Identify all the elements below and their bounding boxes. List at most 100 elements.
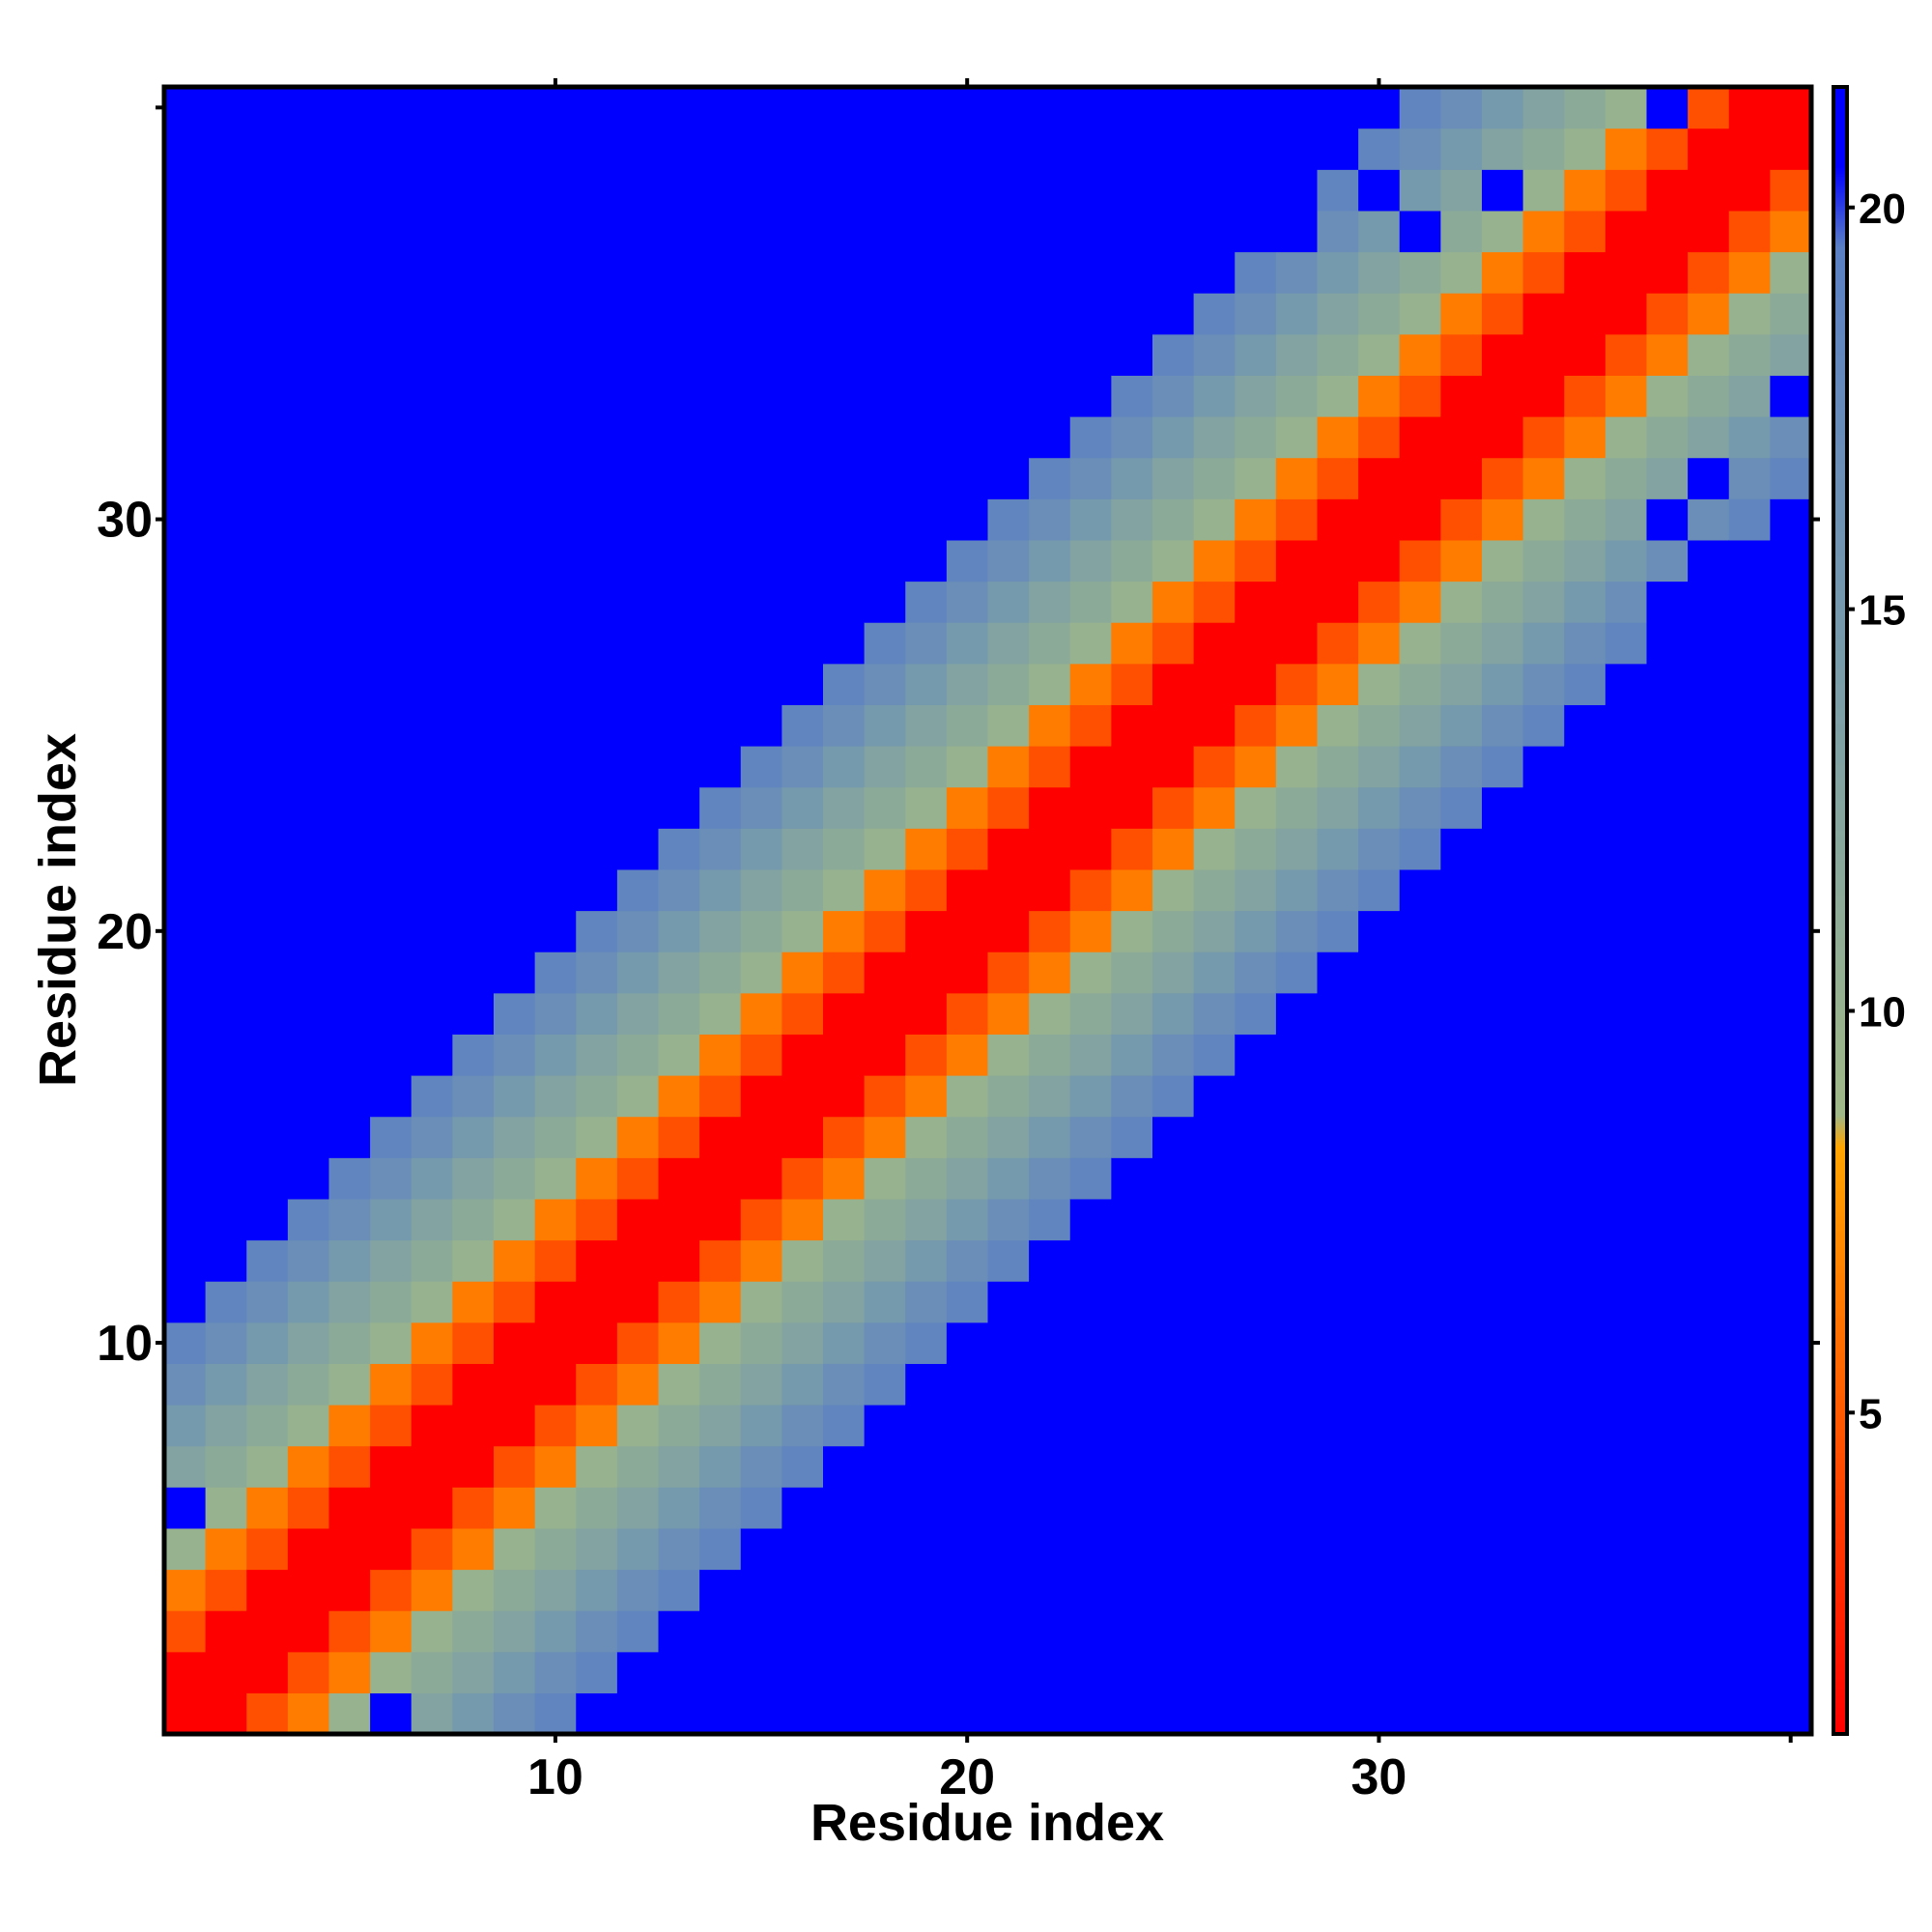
heatmap-cell (576, 251, 618, 294)
heatmap-cell (1646, 87, 1689, 129)
heatmap-cell (494, 87, 536, 129)
heatmap-cell (1235, 87, 1277, 129)
heatmap-cell (987, 210, 1030, 253)
heatmap-cell (1111, 1198, 1153, 1241)
heatmap-cell (494, 1116, 536, 1158)
heatmap-cell (1111, 746, 1153, 788)
heatmap-cell (1111, 1034, 1153, 1076)
heatmap-cell (1770, 1198, 1812, 1241)
heatmap-cell (1069, 333, 1112, 376)
heatmap-cell (494, 663, 536, 705)
heatmap-cell (699, 1651, 742, 1693)
heatmap-cell (864, 1321, 906, 1364)
heatmap-cell (576, 1034, 618, 1076)
heatmap-cell (1358, 1075, 1401, 1118)
heatmap-cell (864, 498, 906, 541)
heatmap-cell (1275, 1569, 1319, 1611)
heatmap-cell (823, 539, 866, 582)
heatmap-cell (1728, 786, 1771, 829)
heatmap-cell (205, 293, 247, 335)
heatmap-cell (740, 663, 782, 705)
heatmap-cell (1440, 1363, 1483, 1406)
heatmap-cell (740, 581, 782, 623)
heatmap-cell (246, 1445, 289, 1488)
heatmap-cell (1235, 1281, 1277, 1323)
heatmap-cell (823, 1281, 866, 1323)
heatmap-cell (823, 1198, 866, 1241)
heatmap-cell (411, 1445, 453, 1488)
heatmap-cell (781, 457, 824, 499)
heatmap-cell (1193, 498, 1236, 541)
heatmap-cell (823, 868, 866, 912)
heatmap-cell (699, 786, 742, 829)
heatmap-cell (658, 1239, 700, 1282)
heatmap-cell (1193, 1281, 1236, 1323)
heatmap-cell (205, 1075, 247, 1118)
heatmap-cell (328, 1405, 371, 1447)
heatmap-cell (740, 1239, 782, 1282)
heatmap-cell (1152, 1610, 1195, 1653)
heatmap-cell (452, 1527, 495, 1571)
heatmap-cell (823, 1527, 866, 1571)
heatmap-cell (1770, 87, 1812, 129)
heatmap-cell (534, 868, 577, 912)
x-tick-label: 20 (939, 1749, 995, 1805)
heatmap-cell (1646, 210, 1689, 253)
heatmap-cell (1152, 786, 1195, 829)
heatmap-cell (1029, 1651, 1071, 1693)
heatmap-cell (1688, 868, 1730, 912)
heatmap-cell (1688, 1527, 1730, 1571)
heatmap-cell (1646, 1239, 1689, 1282)
heatmap-cell (164, 868, 207, 912)
heatmap-cell (370, 416, 412, 459)
heatmap-cell (740, 1692, 782, 1735)
heatmap-cell (246, 1239, 289, 1282)
heatmap-cell (740, 746, 782, 788)
heatmap-cell (658, 1527, 700, 1571)
heatmap-cell (494, 1405, 536, 1447)
heatmap-cell (781, 746, 824, 788)
heatmap-cell (1029, 910, 1071, 952)
heatmap-cell (1235, 1198, 1277, 1241)
heatmap-cell (576, 1363, 618, 1406)
heatmap-cell (452, 992, 495, 1035)
heatmap-cell (534, 1239, 577, 1282)
heatmap-cell (1358, 581, 1401, 623)
heatmap-cell (1275, 1445, 1319, 1488)
heatmap-cell (1728, 1445, 1771, 1488)
heatmap-cell (1770, 663, 1812, 705)
heatmap-cell (781, 539, 824, 582)
heatmap-cell (576, 704, 618, 747)
heatmap-cell (1728, 581, 1771, 623)
heatmap-cell (1111, 1157, 1153, 1200)
heatmap-cell (1522, 704, 1565, 747)
heatmap-cell (1235, 1527, 1277, 1571)
heatmap-cell (1564, 457, 1606, 499)
heatmap-cell (1358, 1610, 1401, 1653)
heatmap-cell (699, 128, 742, 170)
heatmap-cell (246, 622, 289, 665)
heatmap-cell (1358, 786, 1401, 829)
heatmap-cell (576, 1198, 618, 1241)
heatmap-cell (1770, 1075, 1812, 1118)
heatmap-cell (534, 375, 577, 417)
heatmap-cell (946, 1281, 989, 1323)
heatmap-cell (1193, 868, 1236, 912)
heatmap-cell (370, 87, 412, 129)
heatmap-cell (1770, 622, 1812, 665)
heatmap-cell (1193, 416, 1236, 459)
heatmap-cell (1440, 1075, 1483, 1118)
heatmap-cell (287, 868, 330, 912)
heatmap-cell (1111, 868, 1153, 912)
heatmap-cell (740, 704, 782, 747)
heatmap-cell (1111, 1405, 1153, 1447)
heatmap-cell (1564, 1692, 1606, 1735)
heatmap-cell (905, 128, 948, 170)
heatmap-cell (1522, 1445, 1565, 1488)
heatmap-cell (1317, 498, 1359, 541)
heatmap-cell (1728, 251, 1771, 294)
heatmap-cell (452, 251, 495, 294)
heatmap-cell (1029, 746, 1071, 788)
heatmap-cell (1029, 1034, 1071, 1076)
